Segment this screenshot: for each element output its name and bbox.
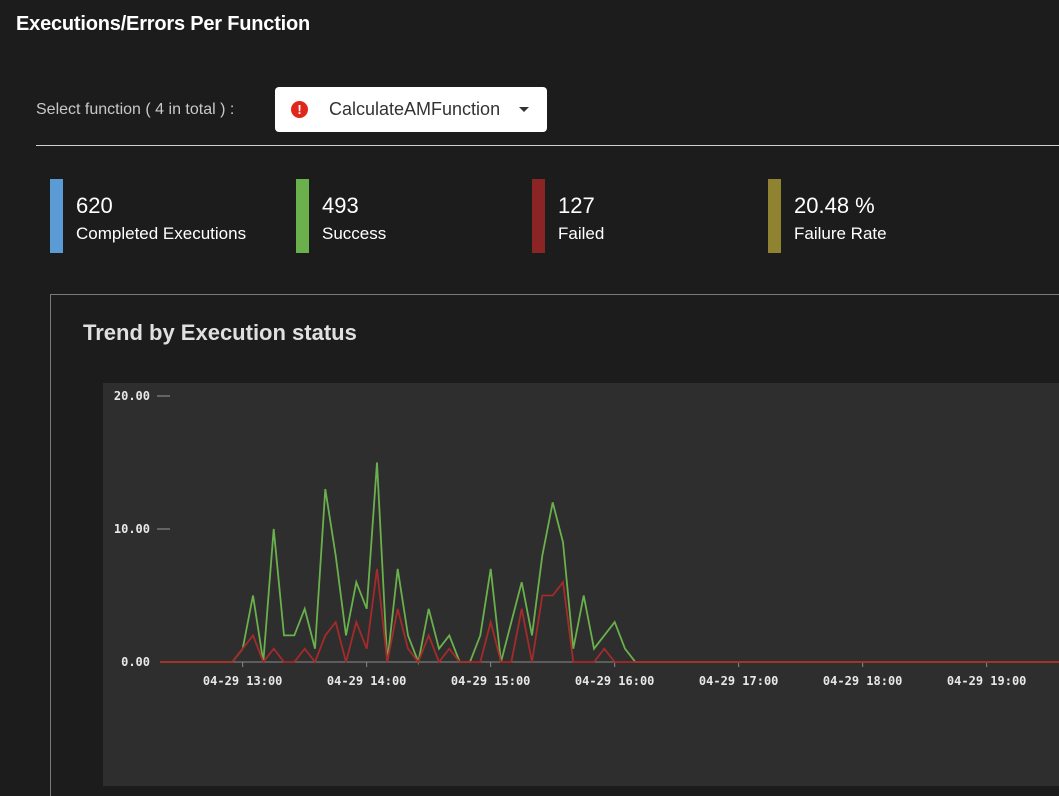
kpi-label: Completed Executions bbox=[76, 224, 247, 243]
x-tick-label: 04-29 14:00 bbox=[327, 674, 406, 688]
x-tick-label: 04-29 16:00 bbox=[575, 674, 654, 688]
x-tick-label: 04-29 19:00 bbox=[947, 674, 1026, 688]
x-tick-label: 04-29 15:00 bbox=[451, 674, 530, 688]
kpi-color-bar bbox=[532, 179, 545, 253]
x-tick-label: 04-29 17:00 bbox=[699, 674, 778, 688]
y-tick-label: 0.00 bbox=[121, 655, 150, 669]
section-title: Executions/Errors Per Function bbox=[16, 13, 311, 35]
select-function-label: Select function ( 4 in total ) : bbox=[36, 100, 235, 118]
kpi-value: 127 bbox=[558, 193, 595, 218]
y-tick-label: 10.00 bbox=[114, 522, 150, 536]
kpi-value: 493 bbox=[322, 193, 359, 218]
chevron-down-icon[interactable] bbox=[519, 107, 529, 112]
kpi-label: Failure Rate bbox=[794, 224, 887, 243]
plot-area bbox=[103, 383, 1059, 786]
series-line-failed bbox=[160, 568, 1059, 664]
kpi-value: 20.48 % bbox=[794, 193, 875, 218]
x-tick-label: 04-29 13:00 bbox=[203, 674, 282, 688]
selected-function-value: CalculateAMFunction bbox=[329, 99, 501, 119]
kpi-label: Failed bbox=[558, 224, 605, 243]
series-line-success bbox=[160, 462, 1059, 666]
divider bbox=[36, 145, 1059, 146]
kpi-color-bar bbox=[50, 179, 63, 253]
kpi-value: 620 bbox=[76, 193, 113, 218]
kpi-label: Success bbox=[322, 224, 387, 243]
x-tick-label: 04-29 18:00 bbox=[823, 674, 902, 688]
function-select-row: Select function ( 4 in total ) : bbox=[36, 87, 234, 132]
error-icon: ! bbox=[291, 101, 308, 118]
kpi-color-bar bbox=[768, 179, 781, 253]
kpi-color-bar bbox=[296, 179, 309, 253]
y-tick-label: 20.00 bbox=[114, 389, 150, 403]
chart-title: Trend by Execution status bbox=[83, 320, 357, 345]
function-dropdown[interactable]: ! CalculateAMFunction bbox=[275, 87, 547, 132]
